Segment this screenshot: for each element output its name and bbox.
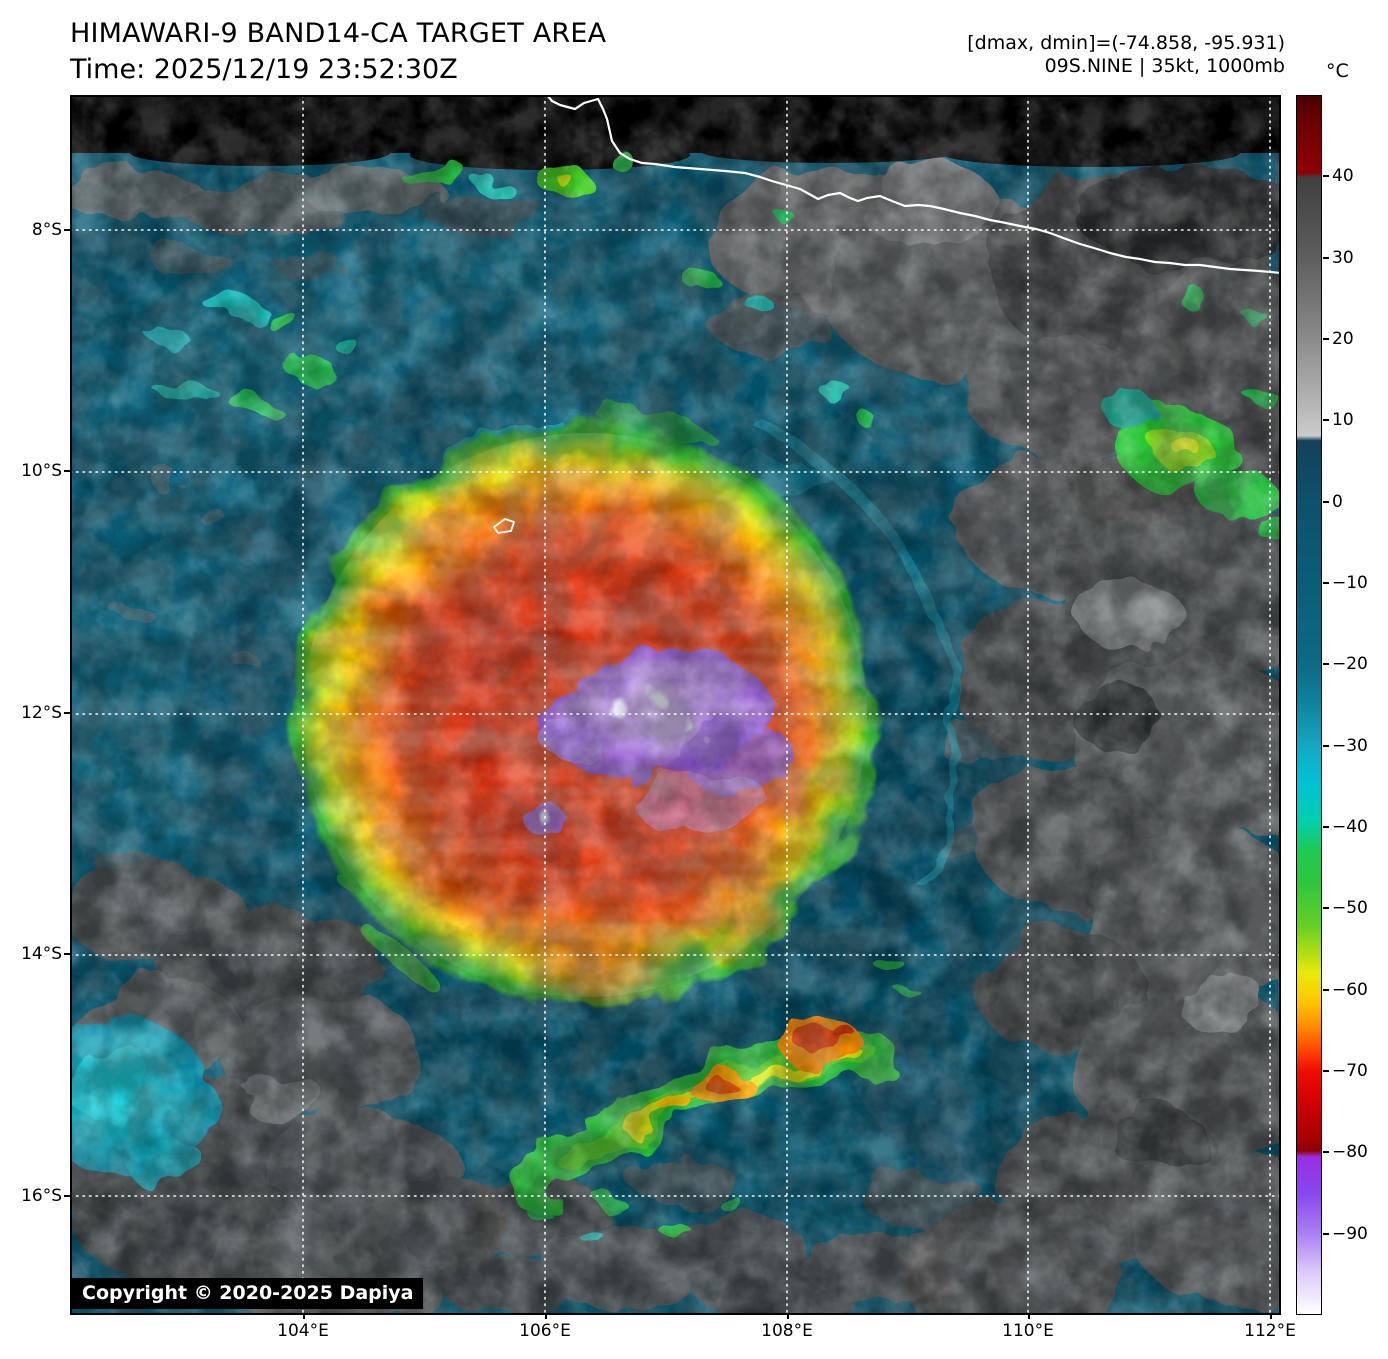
island-outline	[493, 518, 515, 534]
gridlines	[70, 95, 1281, 1315]
lat-label: 10°S	[0, 460, 71, 482]
colorbar-tick-label: −50	[1323, 897, 1384, 919]
lat-label: 16°S	[0, 1185, 71, 1207]
colorbar-tick-label: 30	[1323, 247, 1384, 269]
lon-label: 104°E	[258, 1313, 348, 1342]
figure-title: HIMAWARI-9 BAND14-CA TARGET AREA	[70, 18, 607, 49]
colorbar-tick-label: 20	[1323, 328, 1384, 350]
colorbar-tick-label: −30	[1323, 735, 1384, 757]
coastline	[493, 95, 1281, 534]
colorbar-tick-label: −10	[1323, 572, 1384, 594]
storm-info-readout: 09S.NINE | 35kt, 1000mb	[1044, 55, 1285, 77]
colorbar-unit: °C	[1326, 60, 1349, 82]
lat-label: 8°S	[0, 219, 71, 241]
colorbar-tick-label: −20	[1323, 653, 1384, 675]
dmax-dmin-readout: [dmax, dmin]=(-74.858, -95.931)	[967, 32, 1285, 54]
colorbar-tick-label: −40	[1323, 816, 1384, 838]
lat-label: 12°S	[0, 702, 71, 724]
copyright-label: Copyright © 2020-2025 Dapiya	[72, 1278, 424, 1309]
satellite-map: Copyright © 2020-2025 Dapiya	[70, 95, 1281, 1315]
colorbar	[1296, 95, 1322, 1315]
map-border	[70, 95, 1281, 1315]
colorbar-tick-label: −80	[1323, 1141, 1384, 1163]
colorbar-tick-label: −60	[1323, 979, 1384, 1001]
colorbar-tick-label: 40	[1323, 165, 1384, 187]
lon-label: 108°E	[742, 1313, 832, 1342]
colorbar-tick-label: −90	[1323, 1223, 1384, 1245]
lon-label: 112°E	[1225, 1313, 1315, 1342]
satellite-image	[70, 95, 1281, 1315]
lon-label: 106°E	[500, 1313, 590, 1342]
colorbar-tick-label: 10	[1323, 409, 1384, 431]
colorbar-tick-label: 0	[1323, 491, 1384, 513]
colorbar-tick-label: −70	[1323, 1060, 1384, 1082]
storm-streak-texture	[303, 433, 867, 997]
figure-timestamp: Time: 2025/12/19 23:52:30Z	[70, 54, 458, 85]
lat-label: 14°S	[0, 943, 71, 965]
lon-label: 110°E	[983, 1313, 1073, 1342]
